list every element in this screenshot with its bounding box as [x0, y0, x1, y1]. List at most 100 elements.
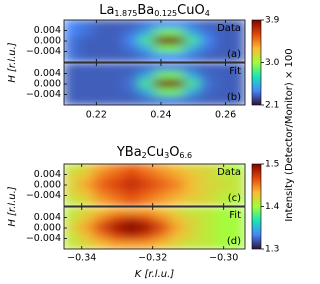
x-tick-label: 0.24: [150, 110, 171, 121]
y-axis-label: H [r.l.u.]: [7, 186, 18, 226]
heatmap-cell: [64, 188, 80, 199]
heatmap-cell: [64, 20, 80, 29]
heatmap: [64, 207, 245, 249]
heatmap-cell: [123, 214, 140, 225]
heatmap-cell: [154, 79, 171, 89]
x-tick-label: 0.26: [215, 110, 236, 121]
heatmap-cell: [108, 96, 125, 105]
heatmap-cell: [138, 20, 155, 29]
heatmap-cell: [123, 20, 140, 29]
heatmap-cell: [184, 180, 201, 190]
heatmap-cell: [138, 79, 155, 89]
heatmap-cell: [138, 197, 155, 206]
heatmap-cell: [154, 20, 171, 29]
heatmap-cell: [154, 197, 171, 206]
heatmap-cell: [184, 164, 201, 173]
heatmap-cell: [169, 87, 186, 98]
heatmap-cell: [93, 79, 110, 89]
heatmap-cell: [78, 79, 95, 89]
heatmap-cell: [199, 164, 216, 173]
heatmap-cell: [138, 207, 155, 216]
heatmap-cell: [78, 188, 95, 199]
heatmap-cell: [214, 20, 231, 29]
heatmap-cell: [154, 36, 171, 46]
heatmap-cell: [229, 87, 245, 98]
chart-title: La1.875Ba0.125CuO4: [99, 3, 210, 18]
heatmap-cell: [229, 223, 245, 233]
heatmap-cell: [123, 231, 140, 242]
heatmap: [64, 164, 245, 206]
heatmap-cell: [169, 63, 186, 72]
heatmap-cell: [214, 36, 231, 46]
heatmap-cell: [138, 231, 155, 242]
heatmap-cell: [108, 171, 125, 182]
heatmap-cell: [169, 171, 186, 182]
panel-tag: (b): [227, 92, 241, 103]
y-tick-label: −0.004: [26, 46, 61, 57]
heatmap-cell: [93, 164, 110, 173]
heatmap-cell: [138, 223, 155, 233]
heatmap-cell: [154, 188, 171, 199]
heatmap-cell: [123, 188, 140, 199]
heatmap-cell: [78, 53, 95, 62]
heatmap-cell: [78, 207, 95, 216]
heatmap-cell: [93, 223, 110, 233]
chart-title: YBa2Cu3O6.6: [116, 145, 192, 160]
heatmap-cells: [64, 164, 245, 206]
heatmap-cell: [78, 63, 95, 72]
heatmap-cell: [78, 70, 95, 81]
heatmap-cell: [93, 214, 110, 225]
heatmap-cell: [214, 214, 231, 225]
heatmap-cell: [199, 223, 216, 233]
heatmap-cell: [78, 171, 95, 182]
heatmap-cell: [154, 70, 171, 81]
heatmap-cell: [108, 207, 125, 216]
heatmap-cell: [214, 180, 231, 190]
heatmap-cell: [199, 63, 216, 72]
heatmap-cell: [78, 27, 95, 38]
heatmap-cell: [108, 70, 125, 81]
panel-label: Fit: [229, 66, 241, 77]
heatmap-cell: [214, 240, 231, 249]
heatmap-cell: [108, 188, 125, 199]
heatmap-cell: [229, 36, 245, 46]
x-tick-label: −0.34: [67, 253, 96, 264]
heatmap-cell: [184, 44, 201, 55]
heatmap-cell: [138, 188, 155, 199]
heatmap-cell: [229, 164, 245, 173]
heatmap-cell: [184, 63, 201, 72]
heatmap-cell: [138, 180, 155, 190]
colorbar-tick-label: 1.3: [265, 245, 279, 255]
heatmap-cell: [169, 197, 186, 206]
heatmap-cell: [214, 87, 231, 98]
heatmap-cell: [123, 63, 140, 72]
heatmap-cell: [184, 240, 201, 249]
heatmap-cell: [169, 70, 186, 81]
heatmap-cell: [108, 36, 125, 46]
heatmap-cell: [93, 44, 110, 55]
heatmap-cell: [138, 214, 155, 225]
heatmap-cell: [229, 20, 245, 29]
heatmap-cell: [169, 231, 186, 242]
heatmap-cells: [64, 207, 245, 249]
heatmap-cell: [123, 87, 140, 98]
heatmap-cell: [154, 214, 171, 225]
heatmap-cell: [199, 53, 216, 62]
heatmap-cell: [154, 240, 171, 249]
x-tick-label: −0.30: [209, 253, 238, 264]
y-tick-label: 0.004: [34, 25, 61, 36]
heatmap-cell: [64, 197, 80, 206]
heatmap-cell: [184, 188, 201, 199]
heatmap-cell: [93, 231, 110, 242]
colorbar-tick-label: 1.5: [265, 160, 279, 170]
heatmap-cell: [229, 79, 245, 89]
heatmap-cell: [64, 44, 80, 55]
heatmap-cell: [123, 223, 140, 233]
heatmap-cell: [93, 180, 110, 190]
heatmap-cell: [199, 79, 216, 89]
heatmap-cell: [93, 207, 110, 216]
heatmap-cell: [78, 87, 95, 98]
heatmap-cell: [184, 20, 201, 29]
heatmap-cell: [184, 96, 201, 105]
